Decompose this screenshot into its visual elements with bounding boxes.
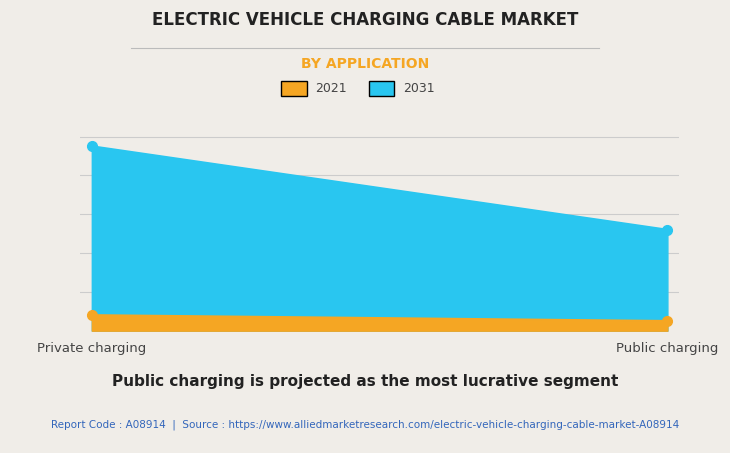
Text: ELECTRIC VEHICLE CHARGING CABLE MARKET: ELECTRIC VEHICLE CHARGING CABLE MARKET <box>152 11 578 29</box>
Text: BY APPLICATION: BY APPLICATION <box>301 57 429 71</box>
Text: 2021: 2021 <box>315 82 347 95</box>
Text: 2031: 2031 <box>403 82 434 95</box>
Text: Public charging is projected as the most lucrative segment: Public charging is projected as the most… <box>112 374 618 389</box>
Text: Report Code : A08914  |  Source : https://www.alliedmarketresearch.com/electric-: Report Code : A08914 | Source : https://… <box>51 419 679 429</box>
